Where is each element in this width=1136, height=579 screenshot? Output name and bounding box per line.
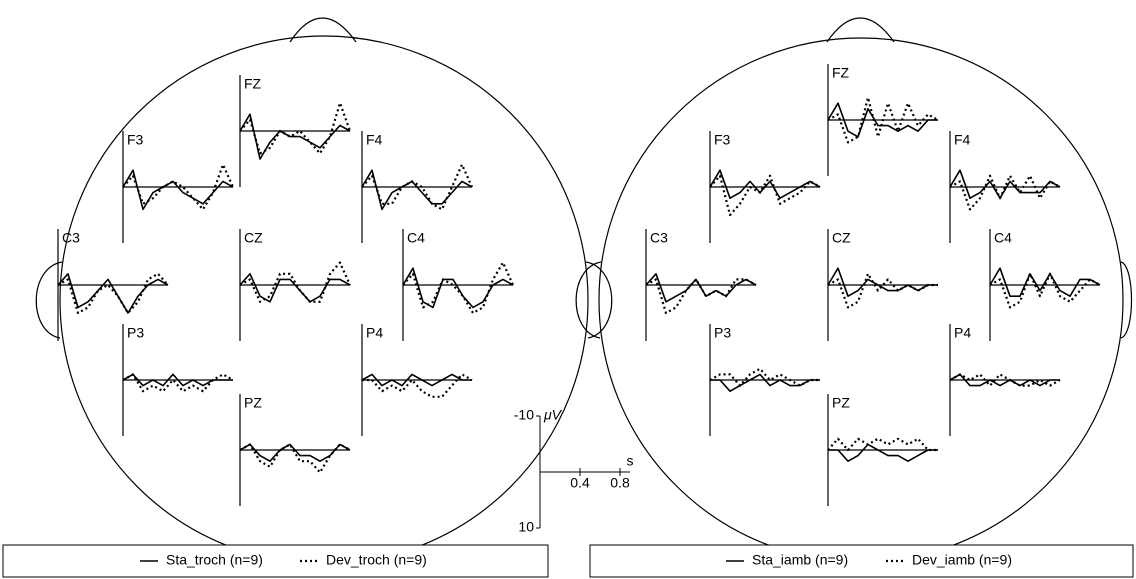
waveform [239,443,351,463]
head-right [575,17,1133,563]
electrode-label: C3 [62,230,80,246]
legend-label: Dev_troch (n=9) [326,552,427,568]
waveform [827,272,938,309]
scale-x-label: 0.4 [570,475,590,491]
ear [585,261,613,339]
waveform [827,102,938,138]
waveform [709,367,820,387]
electrode-label: F4 [954,132,971,148]
waveform [949,373,1061,387]
nose [826,17,895,43]
legend-box [589,544,1134,578]
electrode-label: P4 [954,325,971,341]
waveform [989,272,1101,309]
waveform [362,373,473,398]
waveform [122,169,234,211]
scale-x-label: 0.8 [610,475,630,491]
electrode-label: F3 [714,132,731,148]
electrode-label: CZ [244,230,263,246]
waveform [361,373,472,387]
electrode-label: PZ [832,395,850,411]
nose [289,17,357,43]
head-outline [598,37,1124,563]
electrode-label: C4 [407,230,425,246]
waveform [827,267,938,298]
legend-box [2,544,549,578]
legend-label: Dev_iamb (n=9) [912,552,1012,568]
electrode-label: PZ [244,395,262,411]
waveform [122,373,233,387]
scale-y-unit: μV [543,407,563,423]
electrode-label: P4 [366,325,383,341]
legend-label: Sta_troch (n=9) [166,552,263,568]
waveform [949,169,1061,199]
waveform [57,272,169,314]
waveform [239,261,352,303]
waveform [402,267,514,309]
electrode-label: F3 [127,132,144,148]
legend-label: Sta_iamb (n=9) [752,552,848,568]
electrode-label: FZ [244,76,262,92]
waveform [949,373,1060,387]
electrode-label: FZ [832,65,850,81]
waveform [361,163,474,211]
electrode-label: CZ [832,230,851,246]
ear [35,261,63,339]
waveform [645,272,757,303]
ear [1120,261,1133,339]
scale-y-label: 10 [518,519,534,535]
electrode-label: F4 [366,132,383,148]
waveform [827,437,938,452]
waveform [122,373,234,393]
ear [575,261,602,339]
waveform [828,443,938,463]
waveform [949,174,1061,211]
waveform [239,272,351,303]
waveform [989,267,1101,298]
waveform [361,169,473,211]
waveform [709,169,821,199]
waveform [239,443,351,474]
electrode-label: C3 [650,230,668,246]
waveform [710,373,820,393]
electrode-label: P3 [714,325,731,341]
waveform [709,174,821,217]
waveform [645,278,757,315]
scale-x-unit: s [627,453,634,469]
electrode-label: C4 [994,230,1012,246]
waveform [827,96,939,144]
waveform [57,272,169,315]
waveform [239,113,351,160]
electrode-label: P3 [127,325,144,341]
waveform [402,261,515,315]
scale-y-label: -10 [514,407,534,423]
